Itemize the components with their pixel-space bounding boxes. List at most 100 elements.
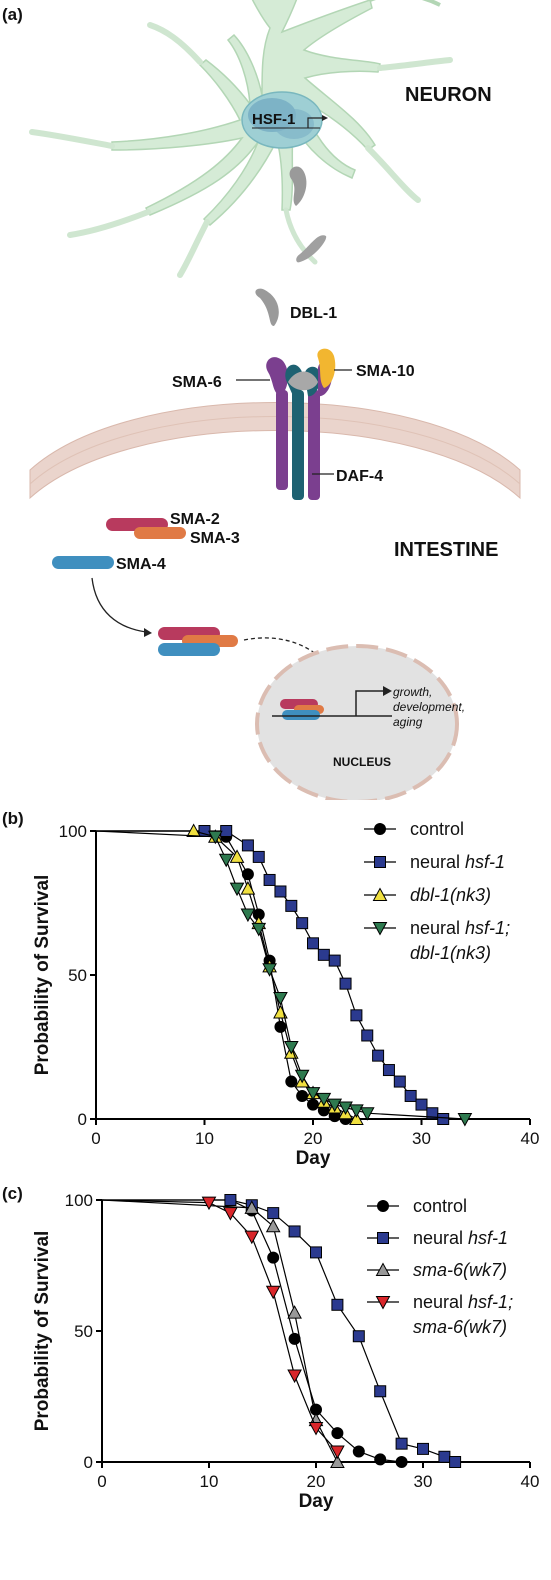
data-point: [251, 922, 267, 937]
data-point: [201, 1196, 217, 1211]
data-point: [307, 937, 319, 950]
y-axis-label: Probability of Survival: [32, 875, 53, 1076]
data-point: [287, 1305, 302, 1319]
y-tick-label: 50: [74, 1322, 93, 1341]
sma4-label: SMA-4: [116, 556, 166, 573]
neurite: [377, 57, 453, 71]
data-point: [310, 1246, 322, 1259]
data-point: [283, 1041, 299, 1055]
series-3: [95, 830, 473, 1127]
series-line: [102, 1199, 402, 1463]
data-point: [338, 1101, 353, 1116]
legend-marker: [375, 1296, 391, 1310]
legend-label: neural hsf-1: [410, 852, 505, 872]
series-1: [96, 825, 450, 1125]
data-point: [208, 830, 223, 845]
data-point: [224, 1194, 237, 1206]
membrane-band: [29, 402, 521, 500]
series-0: [96, 825, 352, 1125]
data-point: [186, 823, 201, 837]
legend-marker: [372, 922, 388, 936]
data-point: [417, 1442, 429, 1455]
data-point: [395, 1456, 408, 1468]
data-point: [330, 1445, 345, 1460]
neurite: [29, 129, 115, 149]
neurite: [283, 207, 318, 265]
outcome-aging: aging: [393, 715, 423, 729]
data-point: [331, 1427, 344, 1440]
data-point: [457, 1113, 473, 1127]
nucleus-label: NUCLEUS: [333, 755, 391, 769]
data-point: [274, 885, 287, 898]
panel-label: (c): [2, 1184, 23, 1203]
legend-entry-3: neural hsf-1; dbl-1(nk3): [364, 918, 510, 963]
neuron-cell: HSF-1 NEURON: [29, 0, 492, 278]
series-line: [95, 830, 465, 1120]
data-point: [229, 849, 245, 863]
sma6-label: SMA-6: [172, 374, 222, 391]
data-point: [223, 1207, 238, 1221]
legend-entry-0: control: [367, 1196, 467, 1216]
x-tick-label: 10: [195, 1129, 214, 1148]
data-point: [393, 1075, 406, 1088]
y-tick-label: 0: [84, 1453, 93, 1472]
x-tick-label: 30: [412, 1129, 431, 1148]
legend-marker: [372, 887, 388, 901]
data-point: [316, 1092, 332, 1107]
legend-label: neural hsf-1;: [413, 1292, 513, 1312]
y-tick-label: 50: [68, 966, 87, 985]
x-tick-label: 0: [97, 1472, 106, 1491]
intestinal-membrane: [29, 402, 521, 500]
legend-marker: [377, 1232, 389, 1244]
sma10-label: SMA-10: [356, 363, 415, 380]
legend-marker: [375, 1262, 391, 1276]
data-point: [437, 1113, 450, 1125]
y-tick-label: 0: [78, 1110, 87, 1129]
data-point: [328, 954, 341, 967]
data-point: [359, 1107, 375, 1121]
sma3-protein: [134, 527, 186, 539]
data-point: [350, 1009, 363, 1022]
data-point: [288, 1225, 301, 1238]
data-point: [262, 963, 277, 977]
series-line: [96, 830, 346, 1120]
data-point: [218, 853, 234, 868]
data-point: [296, 1089, 309, 1102]
daf4-label: DAF-4: [336, 468, 383, 485]
legend-entry-2: dbl-1(nk3): [364, 885, 491, 905]
data-point: [294, 1069, 310, 1084]
survival-chart-b: (b) 0 50 100 0 10 20 30 40 Day Probability of Surv…: [2, 809, 539, 1169]
x-axis-label: Day: [296, 1148, 331, 1169]
legend-label: neural hsf-1;: [410, 918, 510, 938]
data-point: [327, 1098, 343, 1113]
daf4-receptor: [292, 390, 304, 500]
legend-label-line2: dbl-1(nk3): [410, 943, 491, 963]
dbl1-bound-icon: [288, 371, 318, 391]
neurite: [177, 219, 210, 278]
neurite: [370, 0, 441, 7]
x-tick-label: 20: [304, 1129, 323, 1148]
nucleus-body: [255, 644, 459, 800]
y-axis-label: Probability of Survival: [32, 1231, 53, 1432]
data-point: [352, 1330, 365, 1343]
data-point: [229, 882, 245, 897]
intestinal-nucleus: growth, development, aging NUCLEUS: [255, 644, 465, 800]
data-point: [395, 1437, 408, 1450]
legend-label: control: [410, 819, 464, 839]
legend-label-line2: sma-6(wk7): [413, 1317, 507, 1337]
neurite: [147, 22, 203, 65]
legend-entry-1: neural hsf-1: [367, 1228, 508, 1248]
x-tick-label: 20: [307, 1472, 326, 1491]
data-point: [240, 881, 256, 895]
data-point: [252, 850, 265, 863]
data-point: [241, 839, 254, 852]
sma3-label: SMA-3: [190, 530, 240, 547]
data-point: [382, 1064, 395, 1077]
neurite: [365, 145, 421, 203]
data-point: [331, 1298, 344, 1311]
data-point: [305, 1087, 321, 1101]
sma6-receptor: [276, 390, 288, 490]
series-2: [101, 1199, 345, 1468]
legend-marker: [377, 1200, 389, 1212]
